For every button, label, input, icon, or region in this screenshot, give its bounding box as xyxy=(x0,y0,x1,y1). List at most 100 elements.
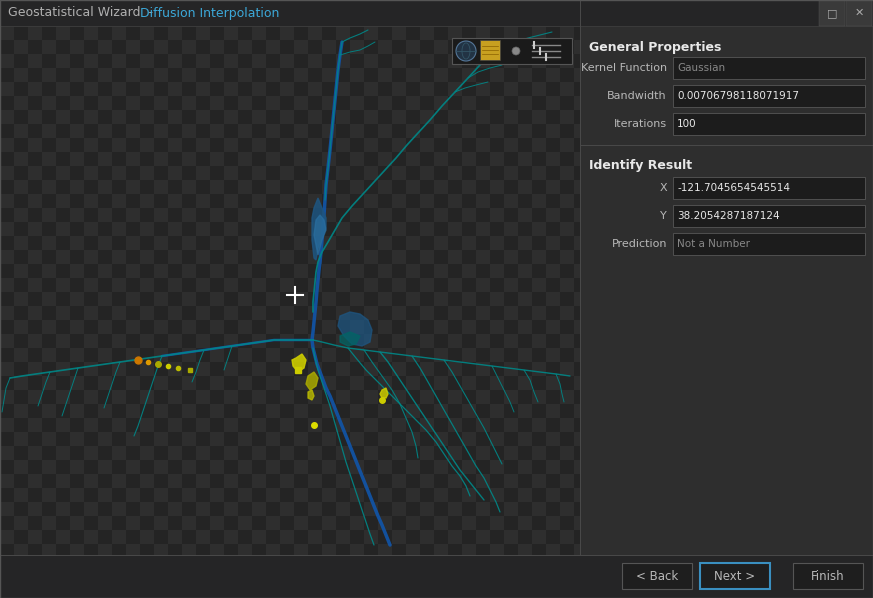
Bar xyxy=(462,54,476,68)
Bar xyxy=(532,390,546,404)
Bar xyxy=(490,334,504,348)
Bar xyxy=(476,208,490,222)
Bar xyxy=(448,530,462,544)
Bar xyxy=(126,362,140,376)
Bar xyxy=(42,180,56,194)
Bar xyxy=(336,194,350,208)
Bar xyxy=(322,54,336,68)
Bar xyxy=(546,152,560,166)
Bar xyxy=(84,96,98,110)
Bar xyxy=(14,250,28,264)
Bar xyxy=(378,390,392,404)
Bar xyxy=(588,320,602,334)
Bar xyxy=(210,152,224,166)
Bar xyxy=(280,124,294,138)
Bar xyxy=(0,488,14,502)
Bar xyxy=(350,558,364,572)
Bar xyxy=(322,544,336,558)
Bar xyxy=(546,334,560,348)
Bar xyxy=(224,138,238,152)
Bar xyxy=(476,488,490,502)
Bar xyxy=(448,460,462,474)
Bar xyxy=(434,26,448,40)
Bar xyxy=(112,82,126,96)
Bar xyxy=(308,278,322,292)
Bar xyxy=(280,264,294,278)
Bar xyxy=(490,180,504,194)
Bar xyxy=(546,502,560,516)
Bar xyxy=(126,180,140,194)
Bar xyxy=(70,250,84,264)
Bar xyxy=(168,446,182,460)
Bar xyxy=(532,236,546,250)
Bar xyxy=(434,404,448,418)
Bar xyxy=(434,166,448,180)
Bar xyxy=(140,306,154,320)
Bar xyxy=(546,68,560,82)
Bar xyxy=(546,110,560,124)
Bar xyxy=(252,222,266,236)
Bar xyxy=(518,208,532,222)
Bar xyxy=(673,177,865,199)
Bar xyxy=(504,474,518,488)
Bar xyxy=(476,292,490,306)
Bar xyxy=(504,460,518,474)
Bar xyxy=(546,166,560,180)
Bar xyxy=(560,68,574,82)
Bar xyxy=(168,278,182,292)
Bar xyxy=(0,96,14,110)
Bar xyxy=(168,194,182,208)
Bar xyxy=(434,488,448,502)
Bar xyxy=(462,166,476,180)
Bar xyxy=(14,362,28,376)
Bar xyxy=(392,334,406,348)
Bar xyxy=(168,124,182,138)
Bar xyxy=(392,110,406,124)
Bar xyxy=(588,110,602,124)
Bar xyxy=(392,124,406,138)
Bar xyxy=(238,544,252,558)
Bar xyxy=(196,54,210,68)
Bar xyxy=(476,124,490,138)
Bar xyxy=(70,96,84,110)
Bar xyxy=(42,82,56,96)
Bar xyxy=(350,194,364,208)
Bar xyxy=(490,558,504,572)
Bar xyxy=(518,236,532,250)
Bar xyxy=(504,558,518,572)
Bar xyxy=(98,250,112,264)
Bar xyxy=(140,432,154,446)
Bar xyxy=(476,544,490,558)
Bar xyxy=(70,446,84,460)
Bar xyxy=(518,530,532,544)
Bar xyxy=(252,544,266,558)
Bar xyxy=(581,26,873,555)
Bar xyxy=(350,264,364,278)
Bar xyxy=(266,460,280,474)
Bar xyxy=(0,138,14,152)
Bar xyxy=(238,264,252,278)
Bar xyxy=(196,194,210,208)
Bar xyxy=(84,180,98,194)
Bar xyxy=(476,236,490,250)
Bar xyxy=(140,362,154,376)
Bar xyxy=(560,474,574,488)
Bar xyxy=(0,292,14,306)
Bar xyxy=(210,40,224,54)
Bar xyxy=(266,152,280,166)
Bar xyxy=(266,502,280,516)
Bar xyxy=(322,68,336,82)
Bar xyxy=(238,96,252,110)
Bar xyxy=(210,460,224,474)
Bar xyxy=(462,40,476,54)
Bar xyxy=(42,166,56,180)
Bar xyxy=(210,544,224,558)
Bar xyxy=(168,474,182,488)
Bar xyxy=(0,558,14,572)
Bar xyxy=(126,208,140,222)
Bar xyxy=(420,320,434,334)
Bar xyxy=(140,474,154,488)
Bar xyxy=(56,208,70,222)
Bar xyxy=(182,68,196,82)
Bar xyxy=(84,264,98,278)
